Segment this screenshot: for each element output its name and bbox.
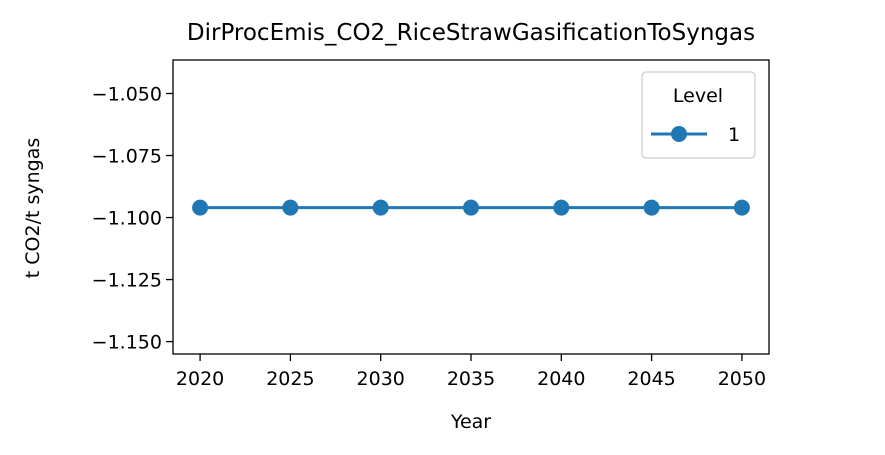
x-tick-label: 2025 [266, 368, 314, 390]
data-point [463, 199, 479, 216]
x-axis: 2020 2025 2030 2035 2040 2045 2050 [176, 354, 766, 390]
data-point [643, 199, 660, 216]
chart-title: DirProcEmis_CO2_RiceStrawGasificationToS… [187, 20, 755, 46]
legend: Level 1 [641, 71, 756, 159]
x-tick-label: 2020 [176, 368, 224, 390]
data-point [553, 199, 570, 216]
x-tick-label: 2035 [447, 368, 495, 390]
y-axis-title: t CO2/t syngas [22, 138, 44, 278]
y-tick-label: −1.150 [92, 332, 162, 354]
data-point [282, 199, 299, 216]
data-point [372, 199, 389, 216]
legend-marker [671, 126, 687, 142]
y-axis: −1.050 −1.075 −1.100 −1.125 −1.150 [92, 83, 173, 354]
data-point [192, 199, 209, 216]
x-axis-title: Year [450, 411, 491, 433]
x-tick-label: 2040 [537, 368, 585, 390]
y-tick-label: −1.125 [92, 270, 162, 292]
y-tick-label: −1.100 [92, 208, 162, 230]
x-tick-label: 2030 [357, 368, 405, 390]
legend-entry-label: 1 [728, 124, 740, 146]
data-point [733, 199, 750, 216]
y-tick-label: −1.050 [92, 83, 162, 105]
x-tick-label: 2045 [627, 368, 675, 390]
series-layer [192, 199, 750, 216]
y-tick-label: −1.075 [92, 146, 162, 168]
x-tick-label: 2050 [718, 368, 766, 390]
legend-title: Level [673, 85, 723, 107]
legend-box [641, 71, 756, 159]
